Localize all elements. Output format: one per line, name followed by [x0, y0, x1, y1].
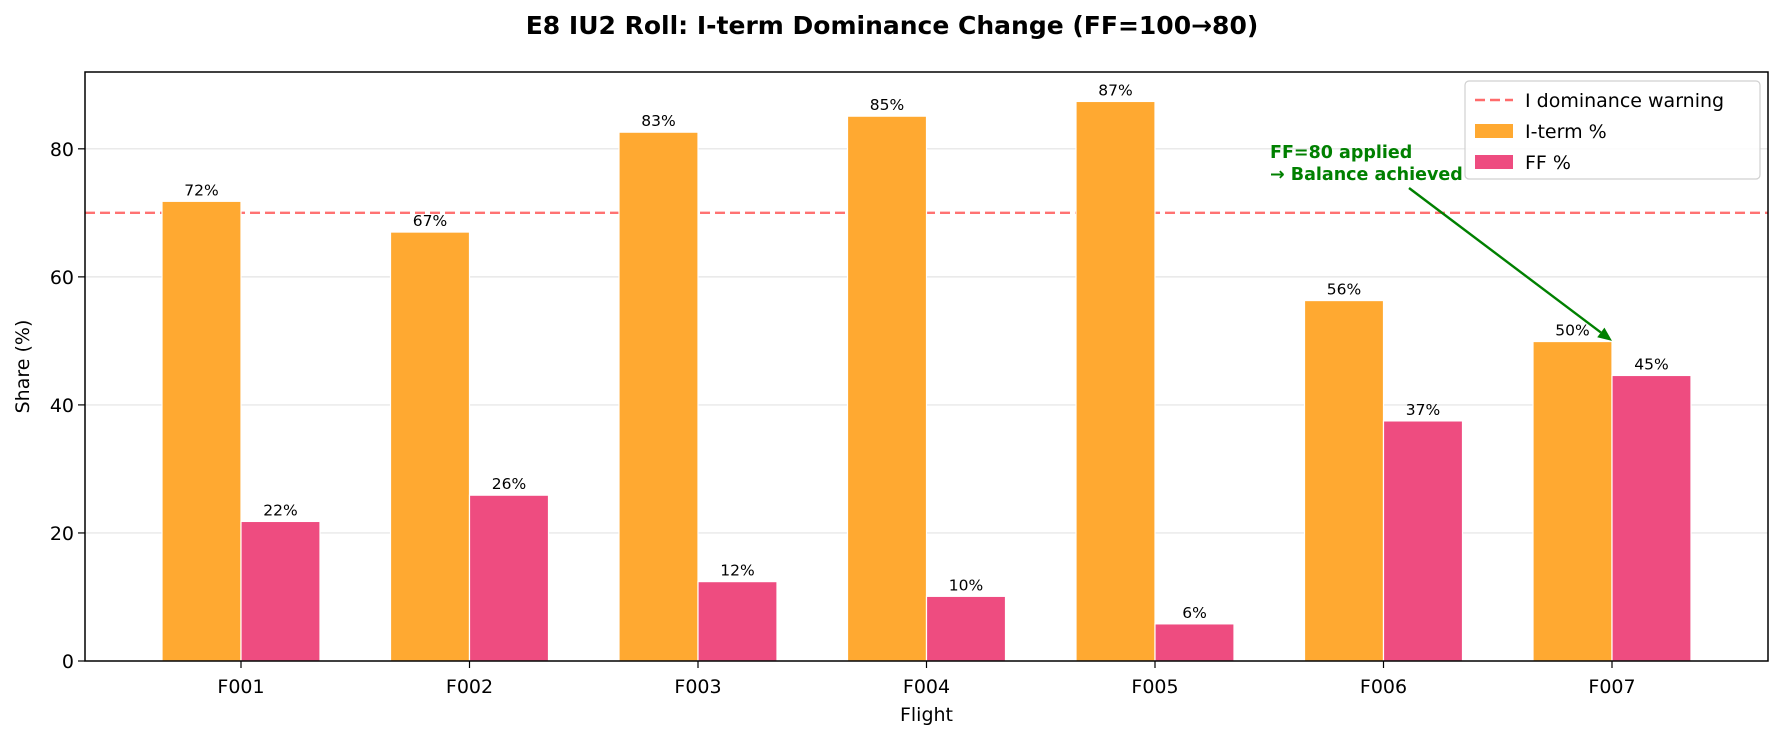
bar-value-label: 85%: [870, 96, 904, 114]
y-tick-label: 80: [50, 139, 74, 161]
legend-swatch: [1475, 124, 1513, 138]
bars-layer: [161, 100, 1692, 662]
bar: [846, 115, 928, 662]
bar: [1303, 299, 1385, 662]
bar-value-label: 50%: [1555, 322, 1589, 340]
annotation-arrow-shaft: [1408, 187, 1602, 334]
bar: [468, 494, 550, 662]
legend-label: I-term %: [1525, 121, 1607, 143]
annotation-arrow-head: [1597, 327, 1612, 341]
x-axis-label: Flight: [900, 704, 953, 726]
axes-layer: 0 20 40 60 80 F001 F002 F003 F004 F005 F006 F007: [50, 139, 1636, 698]
annotation-text: → Balance achieved: [1270, 165, 1463, 185]
y-tick-label: 60: [50, 267, 74, 289]
bar-value-label: 10%: [949, 576, 983, 594]
bar: [697, 581, 778, 662]
x-tick-label: F004: [903, 676, 950, 698]
y-tick-label: 40: [50, 395, 74, 417]
legend-label: I dominance warning: [1525, 90, 1724, 112]
legend-swatch: [1475, 155, 1513, 169]
bar: [389, 231, 471, 662]
bar-value-label: 72%: [184, 181, 218, 199]
bar: [1532, 340, 1613, 662]
bar-value-label: 26%: [492, 475, 526, 493]
x-tick-label: F002: [446, 676, 493, 698]
x-tick-label: F005: [1131, 676, 1178, 698]
bar-value-label: 87%: [1098, 81, 1132, 99]
bar: [1382, 420, 1464, 662]
x-tick-label: F001: [217, 676, 264, 698]
annotation: FF=80 applied→ Balance achieved: [1270, 143, 1612, 341]
x-tick-label: F007: [1588, 676, 1635, 698]
bar: [161, 200, 242, 662]
bar: [1611, 374, 1692, 662]
bar: [1154, 623, 1235, 662]
bar: [925, 595, 1007, 662]
bar: [240, 520, 321, 662]
annotation-text: FF=80 applied: [1270, 143, 1412, 163]
y-axis-label: Share (%): [12, 320, 34, 414]
bar-value-label: 67%: [413, 212, 447, 230]
bar-value-label: 83%: [641, 112, 675, 130]
chart-title: E8 IU2 Roll: I-term Dominance Change (FF…: [526, 11, 1259, 40]
bar: [1075, 100, 1156, 662]
bar-value-label: 12%: [720, 562, 754, 580]
y-tick-label: 0: [62, 651, 74, 673]
x-tick-label: F006: [1360, 676, 1407, 698]
legend: I dominance warning I-term % FF %: [1464, 80, 1761, 180]
y-tick-label: 20: [50, 523, 74, 545]
bar-value-label: 56%: [1327, 281, 1361, 299]
bar-value-label: 37%: [1406, 401, 1440, 419]
bar-labels-layer: 72% 67% 83% 85% 87% 56% 50% 22% 26% 12% 10% 6% 37% 45…: [184, 81, 1668, 621]
legend-box: [1464, 80, 1761, 180]
x-tick-label: F003: [674, 676, 721, 698]
bar-value-label: 22%: [263, 501, 297, 519]
bar-value-label: 6%: [1182, 604, 1207, 622]
bar-value-label: 45%: [1634, 355, 1668, 373]
bar: [618, 131, 699, 662]
legend-label: FF %: [1525, 152, 1571, 174]
